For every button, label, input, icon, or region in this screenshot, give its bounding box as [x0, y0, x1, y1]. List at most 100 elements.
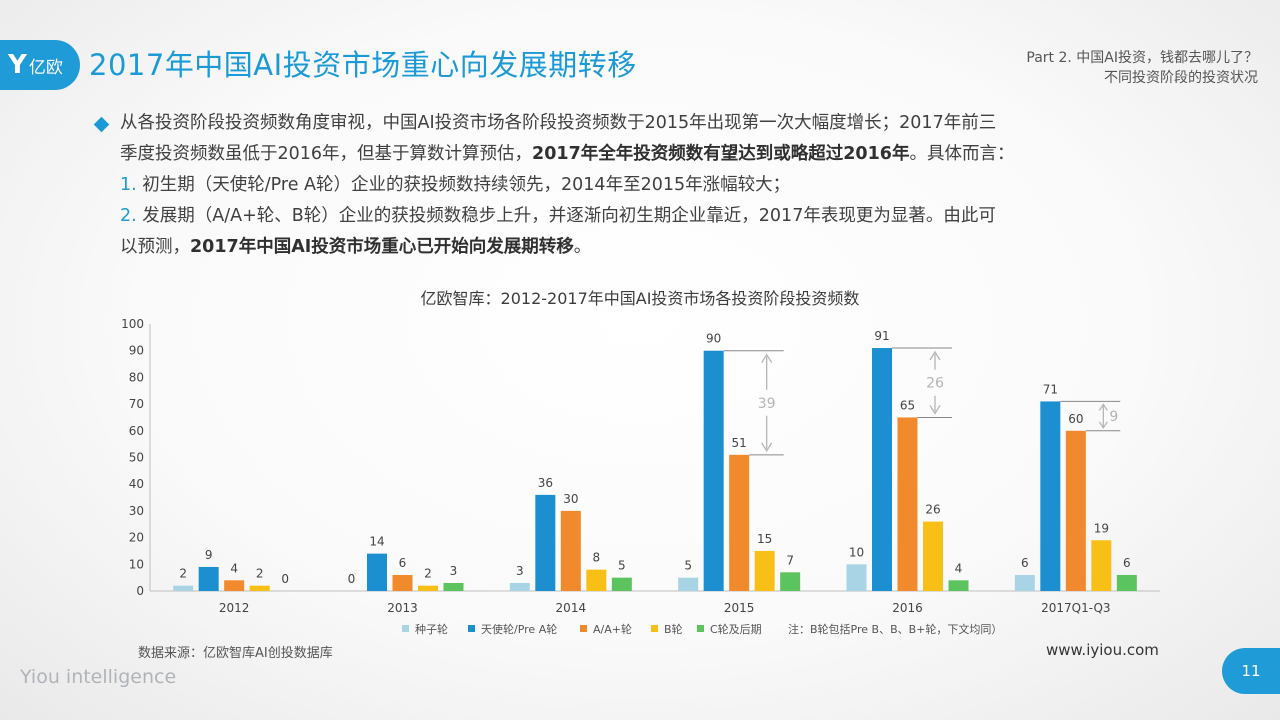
bar [173, 585, 194, 591]
x-tick-label: 2016 [892, 601, 923, 615]
data-label: 5 [684, 559, 692, 573]
data-label: 8 [593, 551, 601, 565]
bar [509, 582, 530, 591]
gap-label: 26 [926, 376, 944, 392]
bar [611, 577, 632, 591]
bar [586, 569, 607, 591]
footer-brand: Yiou intelligence [20, 666, 177, 688]
legend-note: 注：B轮包括Pre B、B、B+轮，下文均同） [788, 622, 1002, 636]
bar [678, 577, 699, 591]
y-tick-label: 80 [129, 370, 144, 384]
list-item-2: 2. 发展期（A/A+轮、B轮）企业的获投频数稳步上升，并逐渐向初生期企业靠近，… [96, 201, 1206, 263]
list-item-2-text-cont: 以预测， [120, 237, 190, 257]
paragraph-1-end: 。具体而言： [909, 144, 1015, 164]
data-label: 7 [786, 553, 794, 567]
data-label: 30 [563, 492, 578, 506]
list-item-1-number: 1. [120, 175, 137, 195]
data-label: 3 [450, 564, 458, 578]
bar [198, 566, 219, 591]
data-label: 6 [399, 556, 407, 570]
part-line-1: Part 2. 中国AI投资，钱都去哪儿了？ [1026, 50, 1258, 66]
data-label: 91 [874, 329, 889, 343]
arrow-down-icon [761, 442, 773, 453]
data-label: 9 [205, 548, 213, 562]
arrow-up-icon [1098, 403, 1108, 411]
legend-label: C轮及后期 [710, 622, 762, 636]
bar [780, 572, 801, 591]
x-tick-label: 2014 [556, 601, 587, 615]
logo: Y 亿欧 [0, 40, 80, 90]
data-label: 19 [1094, 521, 1109, 535]
bar [1065, 430, 1086, 591]
bar [367, 553, 387, 591]
data-label: 4 [955, 561, 963, 575]
data-label: 65 [900, 398, 915, 412]
arrow-up-icon [761, 353, 773, 364]
data-label: 0 [348, 572, 356, 586]
data-label: 36 [538, 476, 553, 490]
data-label: 26 [925, 503, 940, 517]
bar [443, 582, 464, 591]
list-item-2-number: 2. [120, 206, 137, 226]
data-label: 2 [179, 567, 187, 581]
gap-label: 9 [1109, 409, 1118, 425]
x-tick-label: 2012 [219, 601, 250, 615]
paragraph-1-text: 季度投资频数虽低于2016年，但基于算数计算预估， [120, 144, 533, 164]
page-title: 2017年中国AI投资市场重心向发展期转移 [89, 48, 637, 82]
x-tick-label: 2017Q1-Q3 [1041, 601, 1110, 615]
bar [560, 510, 581, 591]
y-tick-label: 100 [121, 317, 144, 331]
legend-label: 天使轮/Pre A轮 [481, 622, 557, 636]
bar [224, 580, 245, 591]
legend-swatch [468, 625, 475, 632]
bar [948, 580, 969, 591]
bar [1040, 401, 1061, 591]
data-label: 3 [516, 564, 524, 578]
x-tick-label: 2015 [724, 601, 755, 615]
part-line-2: 不同投资阶段的投资状况 [1104, 70, 1258, 86]
x-tick-label: 2013 [387, 601, 418, 615]
bar [1091, 540, 1112, 591]
data-label: 15 [757, 532, 772, 546]
paragraph-1-line-1: 从各投资阶段投资频数角度审视，中国AI投资市场各阶段投资频数于2015年出现第一… [120, 113, 997, 133]
section-subtitle: Part 2. 中国AI投资，钱都去哪儿了？ 不同投资阶段的投资状况 [1026, 48, 1258, 88]
paragraph-1: 从各投资阶段投资频数角度审视，中国AI投资市场各阶段投资频数于2015年出现第一… [96, 108, 1206, 170]
legend-swatch [580, 625, 587, 632]
bar [872, 348, 892, 591]
y-tick-label: 50 [129, 451, 144, 465]
page-number: 11 [1222, 648, 1280, 694]
bar [703, 350, 724, 591]
data-label: 51 [732, 436, 747, 450]
y-tick-label: 40 [129, 477, 144, 491]
bar [1116, 574, 1137, 591]
bar [249, 585, 270, 591]
data-label: 71 [1043, 382, 1058, 396]
bar [729, 454, 750, 591]
y-tick-label: 60 [129, 424, 144, 438]
data-label: 10 [849, 545, 864, 559]
y-tick-label: 30 [129, 504, 144, 518]
bar [754, 550, 775, 591]
bar [846, 564, 867, 591]
list-item-2-text: 发展期（A/A+轮、B轮）企业的获投频数稳步上升，并逐渐向初生期企业靠近，201… [142, 206, 996, 226]
list-item-1: 1. 初生期（天使轮/Pre A轮）企业的获投频数持续领先，2014年至2015… [96, 170, 1206, 201]
arrow-down-icon [929, 405, 941, 415]
data-label: 2 [424, 567, 432, 581]
legend-swatch [697, 625, 704, 632]
y-tick-label: 0 [136, 584, 144, 598]
chart-title: 亿欧智库：2012-2017年中国AI投资市场各投资阶段投资频数 [420, 289, 860, 308]
data-label: 0 [281, 572, 289, 586]
data-label: 5 [618, 559, 626, 573]
legend-label: 种子轮 [415, 622, 448, 636]
data-label: 6 [1123, 556, 1131, 570]
website-url[interactable]: www.iyiou.com [1046, 641, 1159, 659]
logo-mark: Y [8, 50, 27, 80]
data-label: 14 [369, 535, 384, 549]
legend-swatch [402, 625, 409, 632]
logo-text: 亿欧 [28, 57, 63, 78]
arrow-up-icon [929, 350, 941, 361]
y-tick-label: 90 [129, 344, 144, 358]
list-item-2-emphasis: 2017年中国AI投资市场重心已开始向发展期转移 [190, 237, 574, 257]
bar [923, 521, 943, 591]
